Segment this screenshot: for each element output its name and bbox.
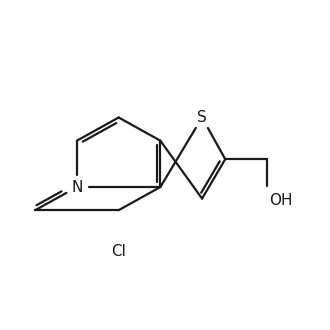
Text: OH: OH bbox=[269, 193, 293, 209]
Text: S: S bbox=[197, 110, 207, 125]
Text: Cl: Cl bbox=[111, 245, 126, 259]
Text: N: N bbox=[71, 180, 82, 194]
